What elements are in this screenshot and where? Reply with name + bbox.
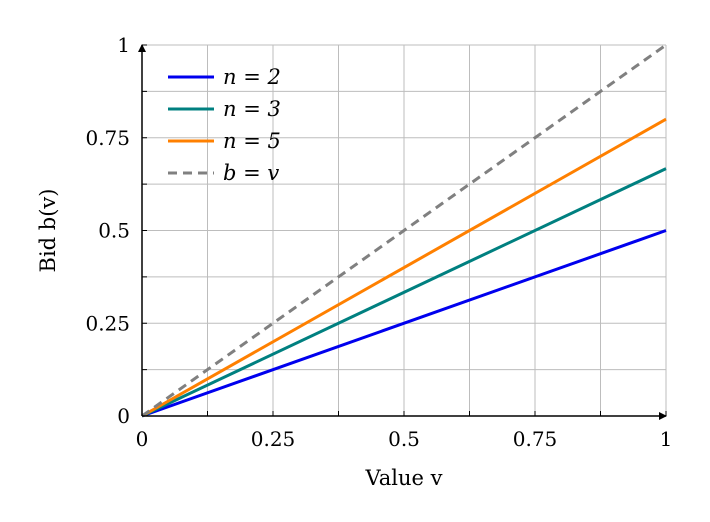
legend-label-2: n = 3	[223, 97, 281, 121]
x-tick-label: 0.5	[388, 427, 420, 451]
y-axis-label: Bid b(v)	[36, 189, 60, 273]
series-layer	[141, 43, 667, 418]
y-tick-label: 1	[117, 33, 130, 57]
series-line-4	[141, 43, 667, 418]
series-line-1	[141, 229, 667, 418]
y-axis-arrow-icon	[138, 44, 146, 52]
series-line-3	[141, 117, 667, 418]
legend-label-1: n = 2	[223, 65, 281, 89]
tick-labels: 0 0.25 0.5 0.75 1 0 0.25 0.5 0.75 1	[85, 33, 672, 451]
legend: n = 2 n = 3 n = 5 b = v	[168, 65, 281, 185]
x-tick-label: 1	[660, 427, 673, 451]
legend-label-4: b = v	[223, 161, 279, 185]
x-axis-label: Value v	[365, 466, 443, 490]
y-tick-label: 0	[117, 404, 130, 428]
y-tick-label: 0.75	[85, 126, 130, 150]
x-tick-label: 0.25	[251, 427, 296, 451]
y-tick-label: 0.5	[98, 219, 130, 243]
x-tick-label: 0.75	[513, 427, 558, 451]
x-tick-label: 0	[136, 427, 149, 451]
series-line-2	[141, 167, 667, 418]
axes	[138, 44, 667, 420]
x-axis-arrow-icon	[659, 412, 667, 420]
legend-label-3: n = 5	[223, 129, 281, 153]
y-tick-label: 0.25	[85, 311, 130, 335]
